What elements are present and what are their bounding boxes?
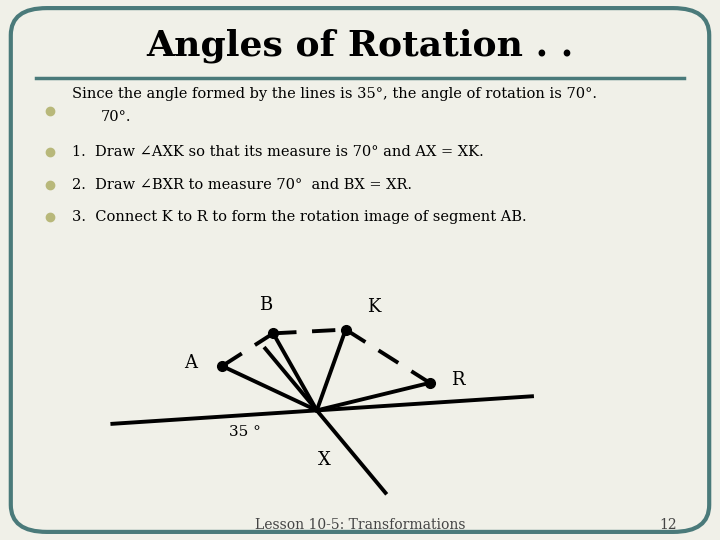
Text: 3.  Connect K to R to form the rotation image of segment AB.: 3. Connect K to R to form the rotation i… xyxy=(72,210,526,224)
Text: 70°.: 70°. xyxy=(101,110,131,124)
Text: K: K xyxy=(367,298,381,316)
Text: X: X xyxy=(318,451,330,469)
Text: 2.  Draw ∠BXR to measure 70°  and BX = XR.: 2. Draw ∠BXR to measure 70° and BX = XR. xyxy=(72,178,412,192)
Text: 12: 12 xyxy=(660,518,677,532)
Text: Since the angle formed by the lines is 35°, the angle of rotation is 70°.: Since the angle formed by the lines is 3… xyxy=(72,87,597,101)
Text: R: R xyxy=(451,371,465,389)
Text: B: B xyxy=(259,296,273,314)
Text: Angles of Rotation . .: Angles of Rotation . . xyxy=(146,29,574,63)
Text: 1.  Draw ∠AXK so that its measure is 70° and AX = XK.: 1. Draw ∠AXK so that its measure is 70° … xyxy=(72,145,484,159)
Text: A: A xyxy=(184,354,197,373)
Text: 35 °: 35 ° xyxy=(229,425,261,439)
Text: Lesson 10-5: Transformations: Lesson 10-5: Transformations xyxy=(255,518,465,532)
